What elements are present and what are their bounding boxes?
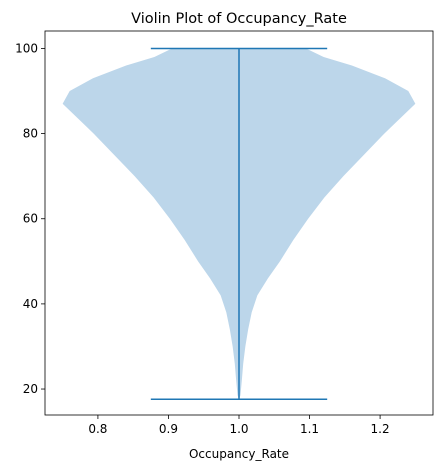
chart-title: Violin Plot of Occupancy_Rate — [131, 11, 347, 27]
y-tick-label: 60 — [23, 212, 38, 226]
x-axis: 0.8 0.9 1.0 1.1 1.2 — [88, 415, 390, 436]
x-axis-label: Occupancy_Rate — [189, 447, 289, 461]
y-tick-label: 20 — [23, 382, 38, 396]
x-tick-label: 1.2 — [371, 422, 390, 436]
y-tick-label: 100 — [15, 41, 38, 55]
x-tick-label: 0.8 — [88, 422, 107, 436]
y-tick-label: 40 — [23, 297, 38, 311]
plot-area — [62, 47, 416, 400]
axes-frame — [44, 30, 434, 416]
y-axis: 20 40 60 80 100 — [15, 41, 45, 396]
x-tick-label: 1.0 — [229, 422, 248, 436]
y-tick-label: 80 — [23, 127, 38, 141]
x-tick-label: 1.1 — [300, 422, 319, 436]
x-tick-label: 0.9 — [159, 422, 178, 436]
